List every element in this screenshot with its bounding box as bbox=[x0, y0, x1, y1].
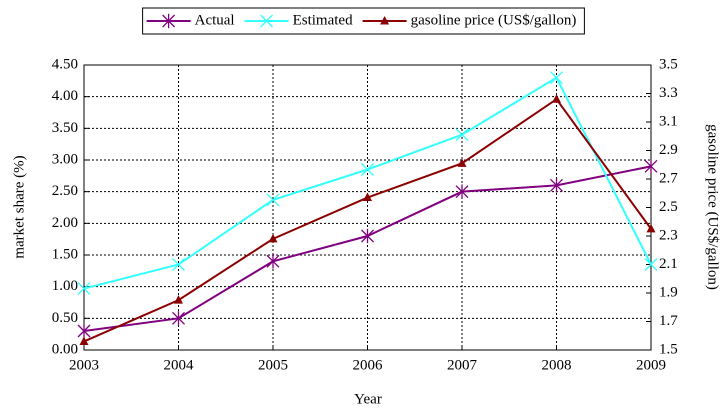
y-tick-label: 0.50 bbox=[52, 310, 78, 326]
legend-label: gasoline price (US$/gallon) bbox=[411, 12, 577, 28]
marker bbox=[79, 336, 89, 345]
y2-tick-label: 2.7 bbox=[659, 170, 678, 186]
x-tick-label: 2008 bbox=[542, 357, 572, 373]
marker bbox=[644, 159, 658, 174]
x-axis-title: Year bbox=[354, 391, 382, 407]
marker-shape bbox=[380, 16, 390, 25]
marker-shape bbox=[552, 94, 561, 103]
marker bbox=[550, 71, 563, 85]
y2-tick-label: 2.5 bbox=[659, 199, 678, 215]
legend-item: gasoline price (US$/gallon) bbox=[362, 12, 577, 28]
marker bbox=[172, 311, 185, 326]
marker bbox=[260, 14, 274, 28]
x-tick-label: 2009 bbox=[636, 357, 666, 373]
y2-tick-label: 2.9 bbox=[659, 142, 678, 158]
y-axis-title: market share (%) bbox=[11, 155, 27, 258]
marker-stroke bbox=[260, 14, 274, 28]
marker bbox=[380, 16, 390, 25]
marker-stroke bbox=[361, 163, 374, 176]
y2-axis-title: gasoline price (US$/gallon) bbox=[705, 124, 721, 290]
legend-item: Estimated bbox=[244, 12, 353, 28]
marker bbox=[457, 158, 467, 167]
y2-tick-label: 2.1 bbox=[659, 256, 678, 272]
marker bbox=[455, 128, 469, 142]
y2-tick-label: 1.9 bbox=[659, 284, 678, 300]
y-tick-label: 0.00 bbox=[52, 341, 78, 357]
y-tick-label: 1.00 bbox=[52, 278, 78, 294]
marker bbox=[550, 178, 563, 193]
marker-shape bbox=[363, 192, 372, 202]
marker bbox=[552, 94, 561, 103]
marker-stroke bbox=[266, 193, 280, 207]
y-tick-label: 2.50 bbox=[52, 183, 78, 199]
marker bbox=[646, 223, 656, 233]
marker-stroke bbox=[644, 258, 658, 271]
marker-shape bbox=[457, 158, 467, 167]
x-tick-label: 2003 bbox=[69, 357, 99, 373]
y-tick-label: 2.00 bbox=[52, 215, 78, 231]
marker bbox=[266, 254, 280, 269]
marker bbox=[363, 192, 372, 202]
marker bbox=[361, 163, 374, 176]
marker bbox=[162, 13, 176, 29]
marker-stroke bbox=[550, 71, 563, 85]
x-tick-label: 2005 bbox=[258, 357, 288, 373]
marker-shape bbox=[646, 223, 656, 233]
x-tick-label: 2006 bbox=[353, 357, 384, 373]
plot-frame bbox=[83, 64, 652, 351]
x-tick-label: 2007 bbox=[447, 357, 478, 373]
y-tick-label: 4.50 bbox=[52, 56, 78, 72]
y2-tick-label: 3.1 bbox=[659, 113, 678, 129]
marker bbox=[77, 323, 91, 339]
y2-tick-label: 1.5 bbox=[659, 341, 678, 357]
y-tick-label: 3.00 bbox=[52, 151, 78, 167]
marker bbox=[455, 184, 469, 199]
marker-stroke bbox=[77, 282, 91, 296]
marker bbox=[266, 193, 280, 207]
marker-shape bbox=[174, 295, 183, 304]
marker bbox=[77, 282, 91, 296]
marker-stroke bbox=[172, 258, 185, 271]
y-tick-label: 4.00 bbox=[52, 88, 78, 104]
y2-tick-label: 2.3 bbox=[659, 227, 678, 243]
y2-tick-label: 1.7 bbox=[659, 313, 678, 329]
x-tick-label: 2004 bbox=[164, 357, 195, 373]
y2-tick-label: 3.5 bbox=[659, 56, 678, 72]
marker-shape bbox=[79, 336, 89, 345]
marker bbox=[174, 295, 183, 304]
marker-stroke bbox=[455, 128, 469, 142]
marker-shape bbox=[268, 233, 278, 243]
legend-item: Actual bbox=[146, 12, 235, 29]
legend: Actual Estimated gasoline price (US$/gallo… bbox=[142, 7, 585, 35]
marker bbox=[172, 258, 185, 271]
marker bbox=[361, 228, 374, 244]
legend-label: Estimated bbox=[293, 12, 353, 28]
y2-tick-label: 3.3 bbox=[659, 85, 678, 101]
legend-label: Actual bbox=[195, 12, 235, 28]
y-tick-label: 1.50 bbox=[52, 246, 78, 262]
y-tick-label: 3.50 bbox=[52, 120, 78, 136]
marker bbox=[644, 258, 658, 271]
marker bbox=[268, 233, 278, 243]
